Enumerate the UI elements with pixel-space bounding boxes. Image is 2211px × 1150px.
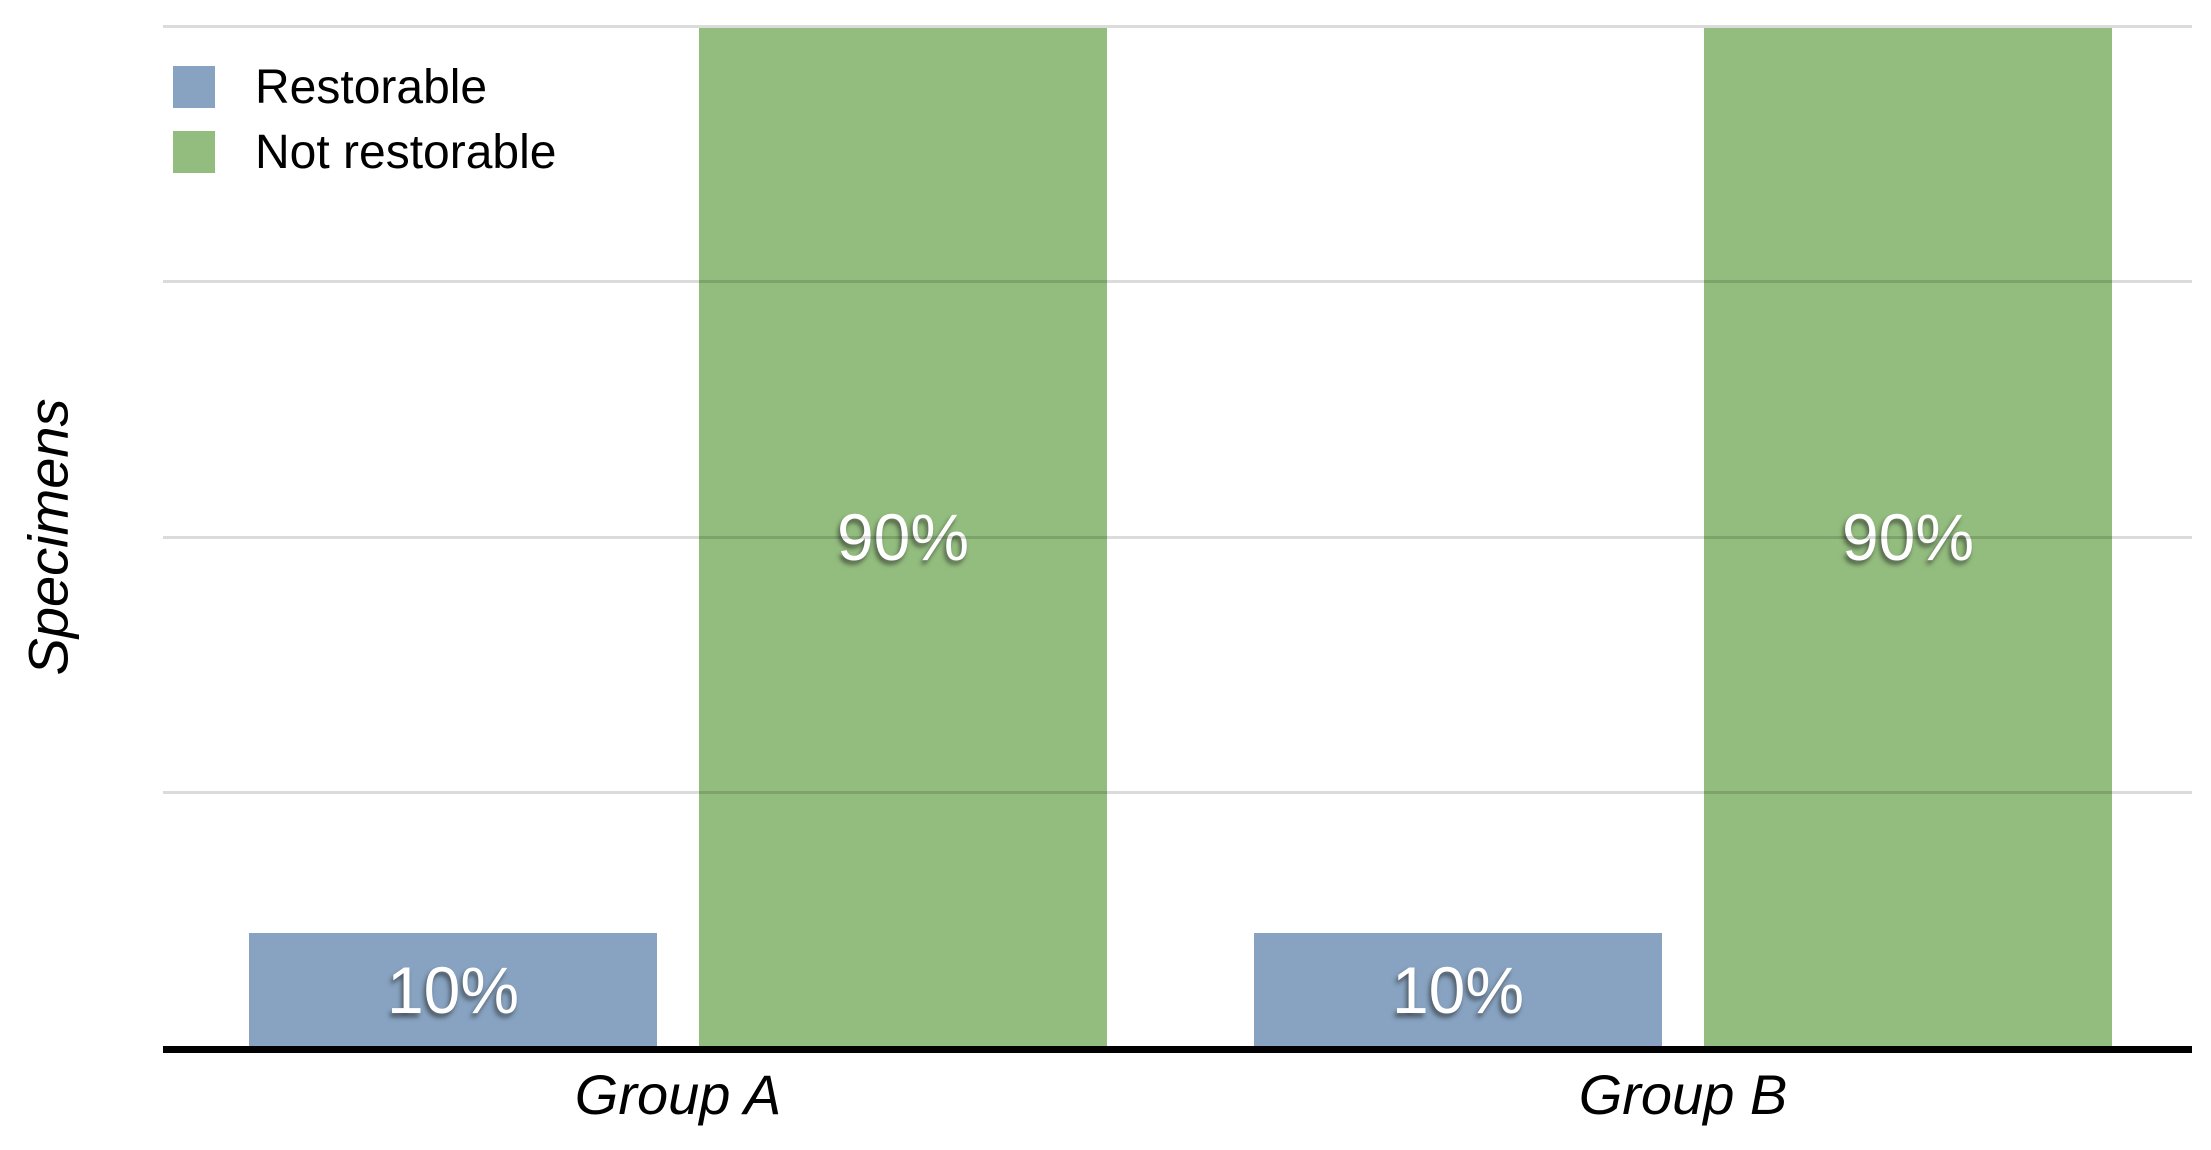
x-axis-label-group-b: Group B xyxy=(1578,1063,1788,1126)
legend-swatch-not-restorable xyxy=(173,131,215,173)
bar-value-label: 10% xyxy=(1391,952,1525,1027)
legend-label-restorable: Restorable xyxy=(255,60,488,114)
gridline xyxy=(163,25,2192,28)
bar-value-label: 10% xyxy=(386,952,520,1027)
gridline xyxy=(163,280,2192,283)
gridline xyxy=(163,536,2192,539)
legend-item-restorable: Restorable xyxy=(173,61,556,114)
bar-not-restorable-group-b: 90% xyxy=(1704,28,2112,1046)
bar-restorable-group-b: 10% xyxy=(1254,933,1662,1046)
bar-not-restorable-group-a: 90% xyxy=(699,28,1107,1046)
x-axis-label-group-a: Group A xyxy=(574,1063,782,1126)
legend-label-not-restorable: Not restorable xyxy=(255,125,557,179)
gridline xyxy=(163,791,2192,794)
y-axis-label: Specimens xyxy=(16,398,80,676)
x-axis-line xyxy=(163,1046,2192,1053)
legend-item-not-restorable: Not restorable xyxy=(173,126,556,179)
legend-swatch-restorable xyxy=(173,66,215,108)
bar-value-label: 90% xyxy=(836,500,970,574)
bar-value-label: 90% xyxy=(1841,500,1975,574)
bar-restorable-group-a: 10% xyxy=(249,933,657,1046)
legend: Restorable Not restorable xyxy=(173,61,556,196)
